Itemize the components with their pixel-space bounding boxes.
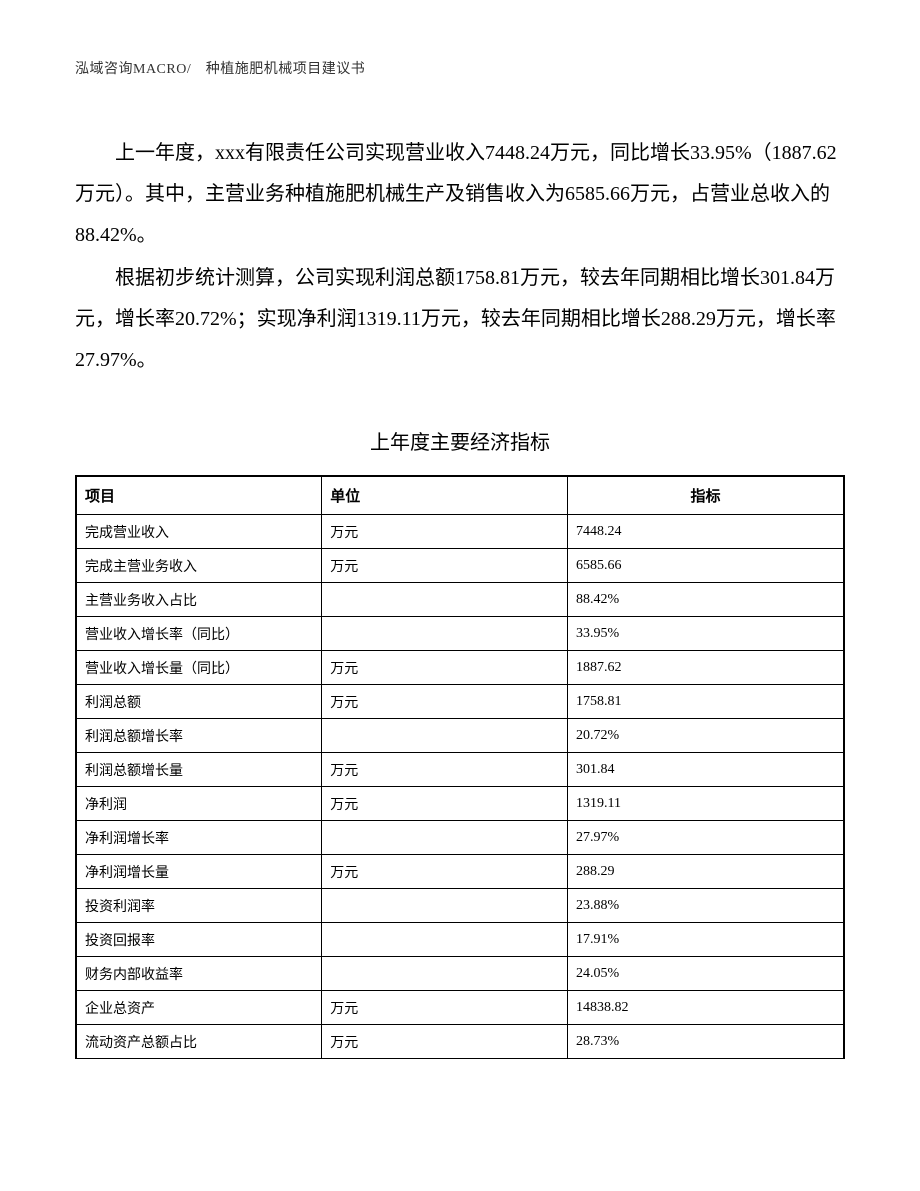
table-cell: [322, 957, 568, 991]
table-cell: 1319.11: [568, 787, 845, 821]
table-row: 利润总额万元1758.81: [76, 685, 844, 719]
table-cell: 24.05%: [568, 957, 845, 991]
table-cell: 288.29: [568, 855, 845, 889]
table-row: 营业收入增长率（同比） 33.95%: [76, 617, 844, 651]
table-cell: 财务内部收益率: [76, 957, 322, 991]
table-row: 完成营业收入万元7448.24: [76, 515, 844, 549]
table-cell: [322, 583, 568, 617]
table-row: 完成主营业务收入万元6585.66: [76, 549, 844, 583]
table-cell: 20.72%: [568, 719, 845, 753]
table-cell: 万元: [322, 855, 568, 889]
table-cell: 万元: [322, 1025, 568, 1059]
table-cell: 万元: [322, 753, 568, 787]
table-cell: 7448.24: [568, 515, 845, 549]
table-row: 净利润万元1319.11: [76, 787, 844, 821]
table-row: 净利润增长率 27.97%: [76, 821, 844, 855]
table-cell: 万元: [322, 685, 568, 719]
table-cell: 27.97%: [568, 821, 845, 855]
table-header-row: 项目 单位 指标: [76, 476, 844, 515]
table-cell: [322, 923, 568, 957]
table-cell: 完成主营业务收入: [76, 549, 322, 583]
table-row: 投资回报率 17.91%: [76, 923, 844, 957]
table-cell: 主营业务收入占比: [76, 583, 322, 617]
table-cell: 营业收入增长率（同比）: [76, 617, 322, 651]
table-cell: 33.95%: [568, 617, 845, 651]
table-cell: 净利润增长量: [76, 855, 322, 889]
table-cell: 净利润: [76, 787, 322, 821]
table-cell: 23.88%: [568, 889, 845, 923]
table-row: 净利润增长量万元288.29: [76, 855, 844, 889]
paragraph-2: 根据初步统计测算，公司实现利润总额1758.81万元，较去年同期相比增长301.…: [75, 258, 845, 381]
table-row: 利润总额增长率 20.72%: [76, 719, 844, 753]
table-row: 企业总资产万元14838.82: [76, 991, 844, 1025]
table-header-item: 指标: [568, 476, 845, 515]
table-header-item: 项目: [76, 476, 322, 515]
table-cell: 流动资产总额占比: [76, 1025, 322, 1059]
table-header-item: 单位: [322, 476, 568, 515]
table-cell: [322, 889, 568, 923]
table-cell: 万元: [322, 651, 568, 685]
table-row: 流动资产总额占比万元28.73%: [76, 1025, 844, 1059]
table-row: 投资利润率 23.88%: [76, 889, 844, 923]
document-header: 泓域咨询MACRO/ 种植施肥机械项目建议书: [75, 58, 845, 78]
table-cell: 301.84: [568, 753, 845, 787]
table-cell: 投资回报率: [76, 923, 322, 957]
table-row: 利润总额增长量万元301.84: [76, 753, 844, 787]
table-cell: 1887.62: [568, 651, 845, 685]
economic-indicators-table: 项目 单位 指标 完成营业收入万元7448.24完成主营业务收入万元6585.6…: [75, 475, 845, 1059]
table-cell: [322, 821, 568, 855]
table-cell: [322, 719, 568, 753]
table-cell: 净利润增长率: [76, 821, 322, 855]
table-cell: 万元: [322, 787, 568, 821]
table-cell: 企业总资产: [76, 991, 322, 1025]
table-cell: 营业收入增长量（同比）: [76, 651, 322, 685]
table-cell: 投资利润率: [76, 889, 322, 923]
table-cell: 6585.66: [568, 549, 845, 583]
table-cell: 利润总额: [76, 685, 322, 719]
table-cell: 17.91%: [568, 923, 845, 957]
table-cell: 28.73%: [568, 1025, 845, 1059]
body-text-section: 上一年度，xxx有限责任公司实现营业收入7448.24万元，同比增长33.95%…: [75, 133, 845, 381]
table-cell: 万元: [322, 991, 568, 1025]
table-cell: 完成营业收入: [76, 515, 322, 549]
table-cell: 利润总额增长量: [76, 753, 322, 787]
table-body: 完成营业收入万元7448.24完成主营业务收入万元6585.66主营业务收入占比…: [76, 515, 844, 1059]
table-title: 上年度主要经济指标: [75, 426, 845, 455]
table-cell: 88.42%: [568, 583, 845, 617]
table-cell: 利润总额增长率: [76, 719, 322, 753]
table-cell: 14838.82: [568, 991, 845, 1025]
table-cell: 万元: [322, 515, 568, 549]
paragraph-1: 上一年度，xxx有限责任公司实现营业收入7448.24万元，同比增长33.95%…: [75, 133, 845, 256]
table-row: 营业收入增长量（同比）万元1887.62: [76, 651, 844, 685]
table-cell: 万元: [322, 549, 568, 583]
table-row: 财务内部收益率 24.05%: [76, 957, 844, 991]
table-cell: [322, 617, 568, 651]
table-row: 主营业务收入占比 88.42%: [76, 583, 844, 617]
table-cell: 1758.81: [568, 685, 845, 719]
